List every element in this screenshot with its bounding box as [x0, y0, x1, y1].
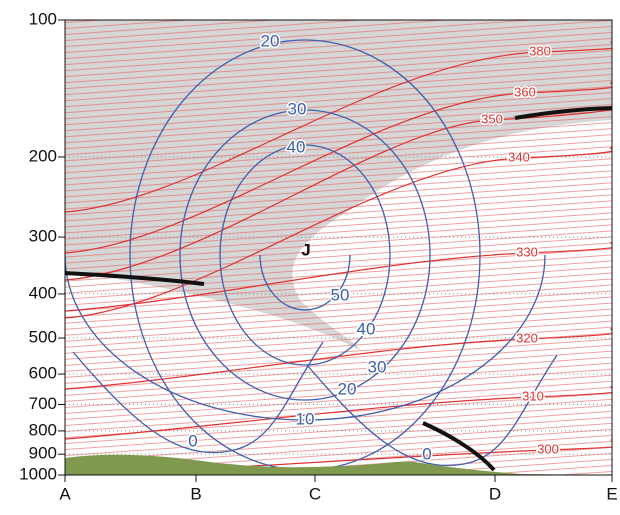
isotach-label: 0 — [422, 444, 431, 463]
y-tick-label: 300 — [29, 227, 57, 246]
isotach-label: 0 — [188, 431, 197, 450]
x-tick-label: B — [190, 484, 201, 503]
y-tick-label: 100 — [29, 9, 57, 28]
isotach-label: 10 — [296, 409, 315, 428]
x-tick-label: A — [59, 484, 71, 503]
y-tick-label: 700 — [29, 394, 57, 413]
x-tick-label: C — [309, 484, 321, 503]
isotach-label: 20 — [261, 31, 280, 50]
isotach-label: 40 — [287, 137, 306, 156]
isentrope-label: 330 — [516, 244, 538, 259]
isotach-label: 30 — [288, 99, 307, 118]
y-tick-label: 500 — [29, 328, 57, 347]
y-tick-label: 200 — [29, 146, 57, 165]
isotach-label: 40 — [357, 319, 376, 338]
isotach-label: 20 — [338, 379, 357, 398]
isotach-label: 50 — [331, 285, 350, 304]
isentrope-label: 380 — [529, 43, 551, 58]
isentrope-label: 360 — [514, 84, 536, 99]
isentrope-label: 310 — [522, 388, 544, 403]
isentrope-label: 350 — [481, 111, 503, 126]
isentrope-label: 340 — [508, 149, 530, 164]
y-tick-label: 1000 — [19, 464, 57, 483]
x-tick-label: D — [489, 484, 501, 503]
x-tick-label: E — [606, 484, 617, 503]
y-tick-label: 600 — [29, 364, 57, 383]
isentrope-label: 300 — [537, 441, 559, 456]
jet-label: J — [301, 240, 310, 259]
chart: J 1002003004005006007008009001000ABCDE38… — [0, 0, 620, 515]
isentrope-label: 320 — [516, 330, 538, 345]
isotach-label: 30 — [368, 357, 387, 376]
y-tick-label: 800 — [29, 420, 57, 439]
y-tick-label: 400 — [29, 283, 57, 302]
y-tick-label: 900 — [29, 444, 57, 463]
